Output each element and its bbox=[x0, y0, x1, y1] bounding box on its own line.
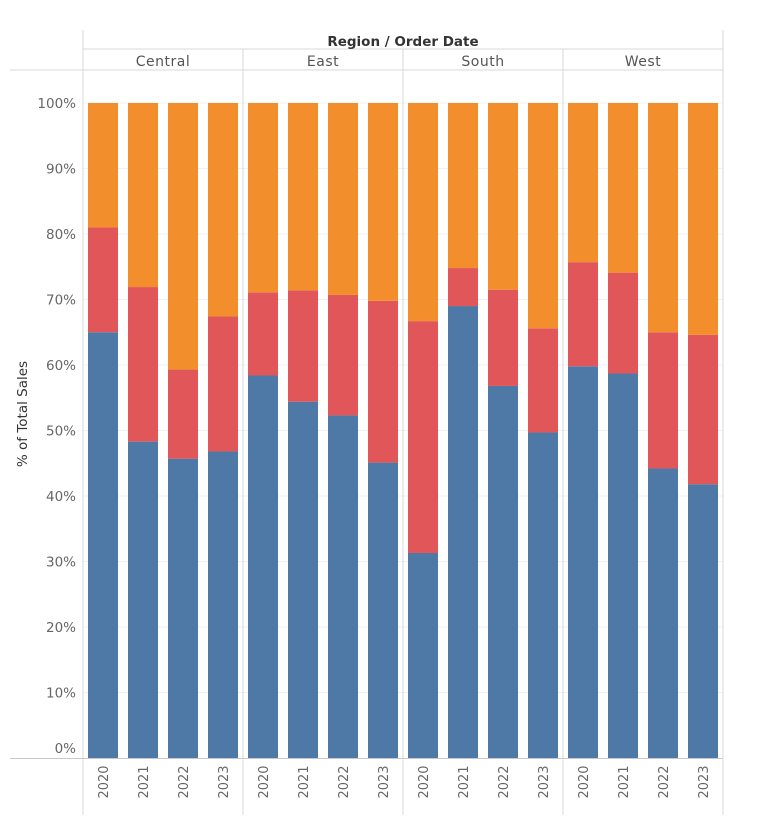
bar-segment-central-2021-1 bbox=[128, 441, 158, 758]
bar-segment-central-2020-1 bbox=[88, 332, 118, 758]
bar-segment-south-2022-1 bbox=[488, 385, 518, 758]
bar-segment-central-2021-2 bbox=[128, 287, 158, 442]
bar-segment-west-2020-3 bbox=[568, 103, 598, 263]
x-tick-label: 2020 bbox=[417, 765, 432, 798]
x-tick-label: 2022 bbox=[497, 765, 512, 798]
bar-segment-central-2023-3 bbox=[208, 103, 238, 317]
bar-segment-south-2020-1 bbox=[408, 552, 438, 758]
bars-layer bbox=[88, 103, 718, 758]
bar-segment-west-2021-2 bbox=[608, 272, 638, 374]
frame-layer bbox=[10, 30, 724, 815]
y-axis-title: % of Total Sales bbox=[15, 361, 31, 467]
bar-segment-south-2022-2 bbox=[488, 289, 518, 386]
x-tick-label: 2021 bbox=[137, 765, 152, 798]
y-tick-label: 0% bbox=[55, 741, 77, 757]
bar-segment-central-2022-3 bbox=[168, 103, 198, 370]
x-tick-label: 2023 bbox=[537, 765, 552, 798]
y-tick-label: 50% bbox=[46, 424, 76, 440]
y-tick-label: 90% bbox=[46, 162, 76, 178]
region-label: West bbox=[625, 54, 661, 70]
bar-segment-west-2021-3 bbox=[608, 103, 638, 273]
bar-segment-east-2021-1 bbox=[288, 401, 318, 758]
bar-segment-west-2023-3 bbox=[688, 103, 718, 335]
bar-segment-central-2022-2 bbox=[168, 369, 198, 459]
bar-segment-south-2021-1 bbox=[448, 306, 478, 758]
x-tick-label: 2022 bbox=[177, 765, 192, 798]
x-tick-label: 2022 bbox=[337, 765, 352, 798]
bar-segment-west-2023-1 bbox=[688, 484, 718, 758]
x-tick-label: 2020 bbox=[257, 765, 272, 798]
bar-segment-central-2023-2 bbox=[208, 316, 238, 452]
y-tick-label: 100% bbox=[37, 96, 76, 112]
header-title: Region / Order Date bbox=[327, 34, 478, 50]
x-tick-label: 2023 bbox=[697, 765, 712, 798]
y-tick-label: 40% bbox=[46, 489, 76, 505]
y-tick-label: 20% bbox=[46, 620, 76, 636]
bar-segment-south-2021-2 bbox=[448, 268, 478, 307]
bar-segment-west-2023-2 bbox=[688, 334, 718, 485]
x-tick-label: 2023 bbox=[377, 765, 392, 798]
bar-segment-central-2020-2 bbox=[88, 227, 118, 333]
bar-segment-east-2020-2 bbox=[248, 292, 278, 376]
y-tick-label: 80% bbox=[46, 227, 76, 243]
bar-segment-west-2020-2 bbox=[568, 262, 598, 367]
x-tick-label: 2020 bbox=[577, 765, 592, 798]
text-layer: Region / Order Date % of Total Sales 0% 1… bbox=[15, 34, 712, 799]
x-tick-label: 2022 bbox=[657, 765, 672, 798]
bar-segment-east-2022-3 bbox=[328, 103, 358, 295]
bar-segment-east-2023-3 bbox=[368, 103, 398, 301]
bar-segment-central-2021-3 bbox=[128, 103, 158, 288]
bar-segment-south-2020-2 bbox=[408, 321, 438, 553]
y-tick-label: 30% bbox=[46, 555, 76, 571]
bar-segment-south-2021-3 bbox=[448, 103, 478, 269]
bar-segment-west-2022-2 bbox=[648, 332, 678, 469]
bar-segment-central-2022-1 bbox=[168, 458, 198, 758]
x-tick-label: 2020 bbox=[97, 765, 112, 798]
bar-segment-east-2022-2 bbox=[328, 294, 358, 416]
y-tick-label: 10% bbox=[46, 686, 76, 702]
region-label: Central bbox=[136, 54, 190, 70]
bar-segment-south-2023-2 bbox=[528, 328, 558, 433]
bar-segment-east-2020-3 bbox=[248, 103, 278, 293]
x-tick-label: 2021 bbox=[457, 765, 472, 798]
x-tick-label: 2023 bbox=[217, 765, 232, 798]
bar-segment-east-2021-2 bbox=[288, 290, 318, 402]
bar-segment-east-2023-1 bbox=[368, 462, 398, 758]
bar-segment-west-2022-3 bbox=[648, 103, 678, 333]
bar-segment-west-2022-1 bbox=[648, 468, 678, 758]
bar-segment-central-2023-1 bbox=[208, 451, 238, 758]
bar-segment-south-2022-3 bbox=[488, 103, 518, 290]
y-tick-label: 60% bbox=[46, 358, 76, 374]
y-tick-label: 70% bbox=[46, 293, 76, 309]
bar-segment-central-2020-3 bbox=[88, 103, 118, 228]
bar-segment-west-2021-1 bbox=[608, 373, 638, 758]
bar-segment-east-2020-1 bbox=[248, 375, 278, 758]
x-tick-label: 2021 bbox=[297, 765, 312, 798]
bar-segment-south-2023-1 bbox=[528, 432, 558, 758]
region-label: East bbox=[307, 54, 339, 70]
x-tick-label: 2021 bbox=[617, 765, 632, 798]
bar-segment-east-2021-3 bbox=[288, 103, 318, 291]
bar-segment-east-2023-2 bbox=[368, 300, 398, 463]
bar-segment-west-2020-1 bbox=[568, 366, 598, 758]
bar-segment-south-2020-3 bbox=[408, 103, 438, 322]
bar-segment-east-2022-1 bbox=[328, 415, 358, 758]
bar-segment-south-2023-3 bbox=[528, 103, 558, 329]
region-label: South bbox=[461, 54, 504, 70]
